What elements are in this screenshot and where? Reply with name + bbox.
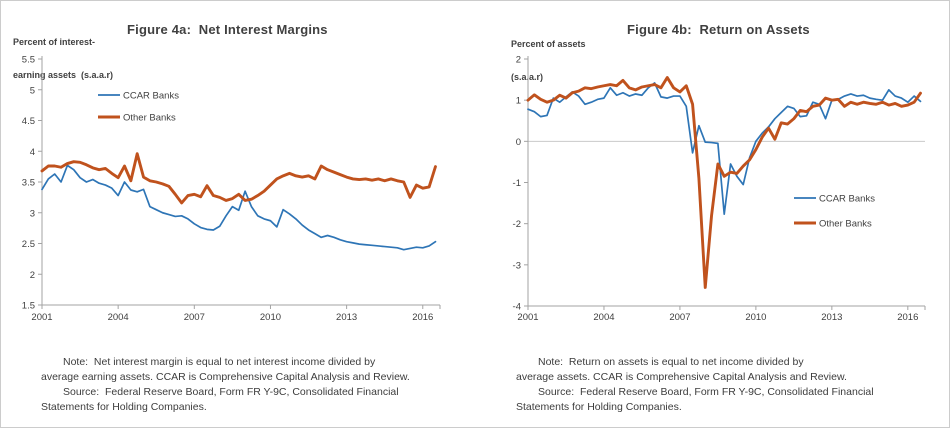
x-tick-label: 2016 [897, 312, 918, 323]
source-line: Statements for Holding Companies. [41, 401, 207, 413]
y-tick-label: 1.5 [22, 301, 35, 312]
x-tick-label: 2001 [517, 312, 538, 323]
y-tick-label: -1 [513, 178, 521, 189]
note-line: average earning assets. CCAR is Comprehe… [41, 371, 410, 383]
y-tick-label: 5 [30, 85, 35, 96]
x-tick-label: 2004 [108, 312, 129, 323]
y-axis-caption-line: (s.a.a.r) [511, 72, 544, 82]
x-tick-label: 2001 [31, 312, 52, 323]
legend-label: Other Banks [123, 113, 176, 124]
y-tick-label: 2 [30, 270, 35, 281]
y-tick-label: 4 [30, 147, 35, 158]
other-banks-line [40, 152, 437, 205]
x-tick-label: 2004 [593, 312, 614, 323]
y-axis-caption-line: Percent of assets [511, 39, 586, 49]
legend-label: CCAR Banks [819, 194, 875, 205]
note-line: Note: Net interest margin is equal to ne… [63, 356, 376, 368]
x-tick-label: 2010 [745, 312, 766, 323]
y-tick-label: 3 [30, 208, 35, 219]
x-tick-label: 2007 [669, 312, 690, 323]
note-line: Note: Return on assets is equal to net i… [538, 356, 804, 368]
y-tick-label: 2 [516, 55, 521, 66]
ccar-banks-line [527, 82, 922, 216]
y-tick-label: 2.5 [22, 239, 35, 250]
y-tick-label: 0 [516, 137, 521, 148]
y-tick-label: 4.5 [22, 116, 35, 127]
x-tick-label: 2007 [184, 312, 205, 323]
legend-label: Other Banks [819, 219, 872, 230]
ccar-banks-line [41, 164, 437, 251]
y-tick-label: -4 [513, 302, 521, 313]
y-tick-label: 1 [516, 96, 521, 107]
x-tick-label: 2013 [336, 312, 357, 323]
legend-label: CCAR Banks [123, 91, 179, 102]
y-axis-caption-line: Percent of interest- [13, 37, 96, 47]
figure-4b-note: Note: Return on assets is equal to net i… [516, 355, 941, 415]
y-tick-label: 3.5 [22, 178, 35, 189]
figure-4a-note: Note: Net interest margin is equal to ne… [41, 355, 451, 415]
x-tick-label: 2016 [412, 312, 433, 323]
note-line: average assets. CCAR is Comprehensive Ca… [516, 371, 847, 383]
source-line: Source: Federal Reserve Board, Form FR Y… [538, 386, 874, 398]
other-banks-line [526, 76, 922, 289]
x-tick-label: 2013 [821, 312, 842, 323]
source-line: Statements for Holding Companies. [516, 401, 682, 413]
y-tick-label: -3 [513, 260, 521, 271]
y-axis-caption: Percent of assets (s.a.a.r) [511, 17, 586, 105]
y-axis-caption: Percent of interest- earning assets (s.a… [13, 15, 113, 103]
source-line: Source: Federal Reserve Board, Form FR Y… [63, 386, 399, 398]
figure-4b-panel: Percent of assets (s.a.a.r) Figure 4b: R… [476, 1, 949, 427]
y-tick-label: -2 [513, 219, 521, 230]
figure-4a-title: Figure 4a: Net Interest Margins [127, 22, 328, 37]
figure-4a-panel: Percent of interest- earning assets (s.a… [1, 1, 476, 427]
figure-4b-title: Figure 4b: Return on Assets [627, 22, 810, 37]
x-tick-label: 2010 [260, 312, 281, 323]
y-axis-caption-line: earning assets (s.a.a.r) [13, 70, 114, 80]
y-tick-label: 5.5 [22, 55, 35, 66]
